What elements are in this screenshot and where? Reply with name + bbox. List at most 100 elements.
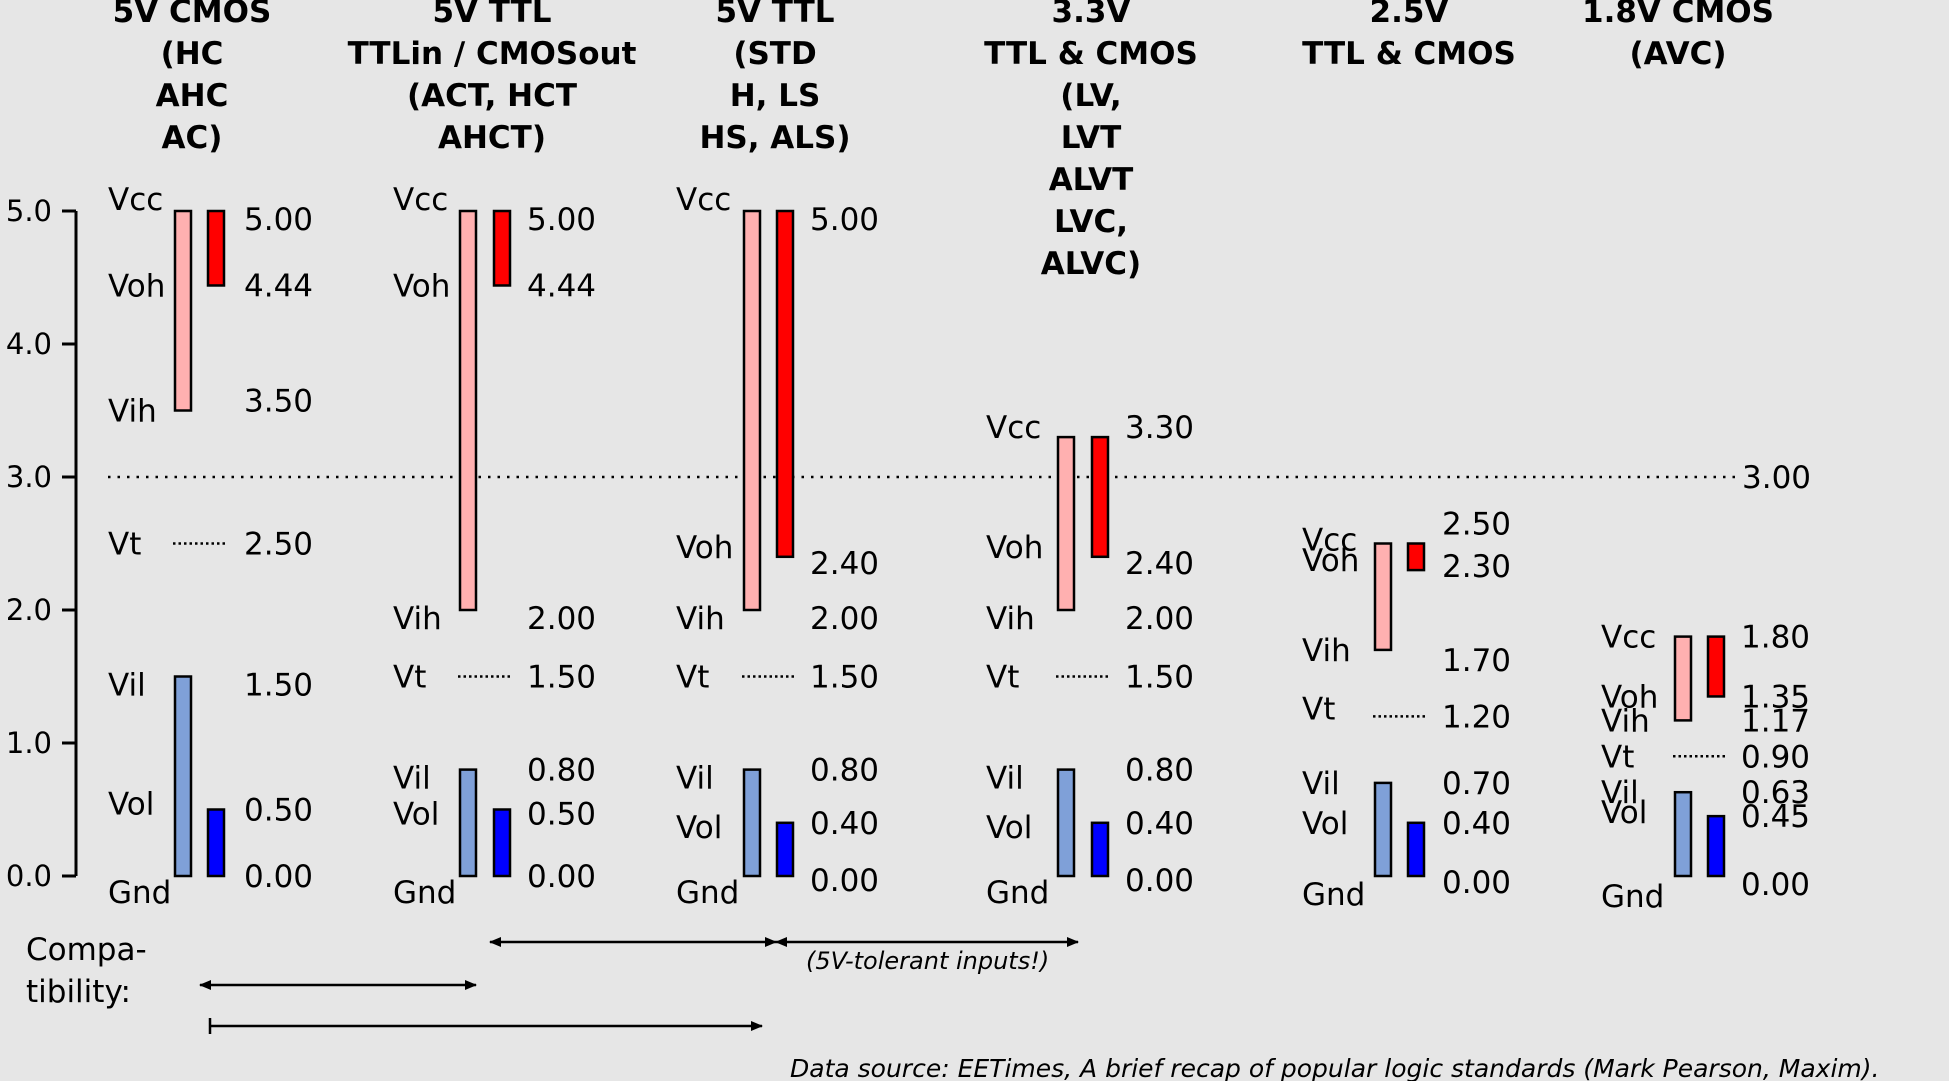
level-label-vil: Vil: [986, 761, 1024, 797]
input-high-range-bar: [173, 209, 193, 412]
family-header-line: 5V CMOS: [113, 0, 272, 30]
level-label-vol: Vol: [676, 810, 722, 846]
level-value: 0.70: [1442, 766, 1511, 802]
level-value: 5.00: [244, 202, 313, 238]
input-high-range-bar: [1673, 635, 1693, 722]
level-value: 0.50: [244, 793, 313, 829]
input-high-range-bar: [1373, 542, 1393, 652]
level-label-vt: Vt: [393, 660, 426, 696]
level-value: 0.00: [1125, 863, 1194, 899]
input-high-range-bar: [1056, 435, 1076, 612]
level-label-vih: Vih: [1302, 633, 1351, 669]
level-label-vt: Vt: [108, 527, 141, 563]
level-label-vol: Vol: [1302, 806, 1348, 842]
axis-tick-label-3-0: 3.0: [6, 460, 52, 494]
family-header-line: (HC: [161, 36, 224, 72]
family-header-line: LVC,: [1054, 204, 1128, 240]
output-high-range-bar: [1706, 635, 1726, 698]
compatibility-label-line: Compa-: [26, 932, 147, 968]
output-high-range-bar: [775, 209, 795, 559]
level-value: 0.00: [810, 863, 879, 899]
level-label-vih: Vih: [676, 601, 725, 637]
level-value: 5.00: [810, 202, 879, 238]
input-low-range-bar: [173, 675, 193, 878]
level-label-voh: Voh: [1302, 543, 1359, 579]
family-header-line: 2.5V: [1370, 0, 1449, 30]
input-high-range-bar: [458, 209, 478, 612]
level-value: 0.80: [810, 753, 879, 789]
output-low-range-bar: [775, 821, 795, 878]
level-label-vt: Vt: [676, 660, 709, 696]
data-source-note: Data source: EETimes, A brief recap of p…: [790, 1054, 1879, 1081]
level-value: 0.40: [1442, 806, 1511, 842]
level-value: 5.00: [527, 202, 596, 238]
level-value: 3.30: [1125, 410, 1194, 446]
output-low-range-bar: [206, 808, 226, 878]
family-header-line: AHC: [156, 78, 229, 114]
output-low-range-bar: [492, 808, 512, 878]
level-value: 2.00: [527, 601, 596, 637]
level-label-vt: Vt: [1601, 739, 1634, 775]
axis-tick-label-1-0: 1.0: [6, 726, 52, 760]
level-label-voh: Voh: [676, 530, 733, 566]
family-header-line: TTL & CMOS: [1302, 36, 1516, 72]
level-label-gnd: Gnd: [108, 875, 171, 911]
level-value: 1.35: [1741, 679, 1810, 715]
level-label-vcc: Vcc: [393, 182, 448, 218]
compatibility-section: Compa-tibility: (5V-tolerant inputs!): [26, 932, 1079, 1034]
level-label-voh: Voh: [108, 268, 165, 304]
family-5v-ttl-cmosout: 5V TTL TTLin / CMOSout (ACT, HCT AHCT) Vcc Vo…: [348, 0, 637, 911]
level-label-vol: Vol: [393, 797, 439, 833]
input-low-range-bar: [1673, 790, 1693, 878]
level-value: 0.40: [1125, 806, 1194, 842]
level-label-gnd: Gnd: [1302, 877, 1365, 913]
level-label-vt: Vt: [986, 660, 1019, 696]
family-header-line: ALVC): [1041, 246, 1141, 282]
family-header-line: (STD: [733, 36, 816, 72]
level-value: 1.50: [810, 660, 879, 696]
logic-families: 5V CMOS(HCAHCAC)VccVohVihVtVilVolGnd5.00…: [108, 0, 1810, 915]
level-value: 4.44: [527, 268, 596, 304]
level-label-vcc: Vcc: [676, 182, 731, 218]
level-value: 1.70: [1442, 643, 1511, 679]
level-value: 0.80: [1125, 753, 1194, 789]
level-value: 2.00: [810, 601, 879, 637]
level-label-vol: Vol: [986, 810, 1032, 846]
family-header-line: LVT: [1061, 120, 1122, 156]
family-header-line: HS, ALS): [699, 120, 850, 156]
level-label-vil: Vil: [393, 761, 431, 797]
family-header-line: AHCT): [438, 120, 546, 156]
level-label-vil: Vil: [108, 668, 146, 704]
level-value: 0.80: [527, 753, 596, 789]
axis-tick-label-2-0: 2.0: [6, 593, 52, 627]
level-label-vih: Vih: [108, 394, 157, 430]
compatibility-label-line: tibility:: [26, 974, 131, 1010]
family-5v-ttl-std: 5V TTL (STD H, LS HS, ALS) Vcc Voh Vih Vt Vil Vol…: [676, 0, 879, 911]
level-value: 0.00: [1741, 867, 1810, 903]
output-high-range-bar: [1406, 542, 1426, 572]
level-label-vcc: Vcc: [1601, 620, 1656, 656]
level-label-gnd: Gnd: [676, 875, 739, 911]
level-value: 3.50: [244, 384, 313, 420]
level-value: 0.40: [810, 806, 879, 842]
level-label-vol: Vol: [108, 787, 154, 823]
level-label-vcc: Vcc: [986, 410, 1041, 446]
level-label-gnd: Gnd: [986, 875, 1049, 911]
level-label-vih: Vih: [393, 601, 442, 637]
family-header-line: 1.8V CMOS: [1582, 0, 1774, 30]
level-label-vol: Vol: [1601, 795, 1647, 831]
level-label-vt: Vt: [1302, 691, 1335, 727]
family-5v-cmos: 5V CMOS (HC AHC AC) Vcc Voh Vih Vt Vil Vol Gnd 5.00…: [108, 0, 313, 911]
output-low-range-bar: [1706, 814, 1726, 878]
family-header-line: 5V TTL: [432, 0, 551, 30]
family-header-line: H, LS: [730, 78, 821, 114]
level-value: 1.50: [244, 668, 313, 704]
level-label-vcc: Vcc: [1302, 523, 1357, 559]
level-value: 0.63: [1741, 775, 1810, 811]
family-header-line: (ACT, HCT: [407, 78, 577, 114]
family-header-line: 3.3V: [1052, 0, 1131, 30]
level-value: 0.90: [1741, 739, 1810, 775]
input-low-range-bar: [742, 768, 762, 878]
